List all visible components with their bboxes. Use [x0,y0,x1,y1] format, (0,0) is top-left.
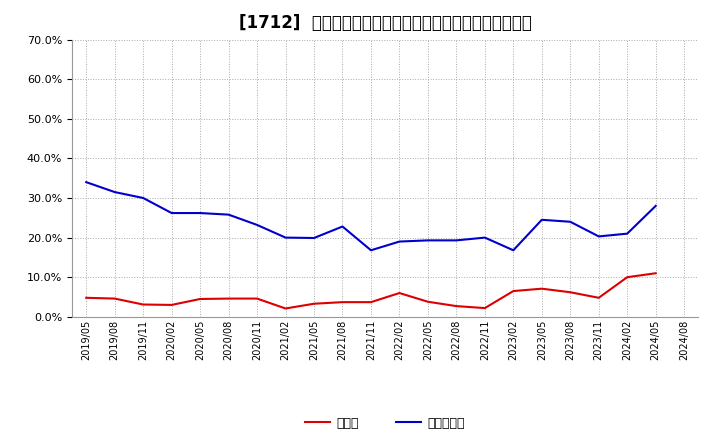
有利子負債 [167,210,176,216]
有利子負債 [253,222,261,227]
有利子負債 [595,234,603,239]
現預金 [366,300,375,305]
現預金 [395,290,404,296]
有利子負債 [310,235,318,241]
有利子負債 [480,235,489,240]
Legend: 現預金, 有利子負債: 現預金, 有利子負債 [300,412,470,435]
有利子負債 [196,210,204,216]
現預金 [595,295,603,301]
Title: [1712]  現預金、有利子負債の総資産に対する比率の推移: [1712] 現預金、有利子負債の総資産に対する比率の推移 [239,15,531,33]
現預金 [652,271,660,276]
現預金 [110,296,119,301]
Line: 有利子負債: 有利子負債 [86,182,656,250]
現預金 [282,306,290,311]
有利子負債 [139,195,148,201]
有利子負債 [423,238,432,243]
現預金 [452,304,461,309]
有利子負債 [623,231,631,236]
現預金 [139,302,148,307]
有利子負債 [537,217,546,222]
有利子負債 [395,239,404,244]
現預金 [82,295,91,301]
有利子負債 [366,248,375,253]
現預金 [225,296,233,301]
現預金 [537,286,546,291]
有利子負債 [110,189,119,194]
現預金 [338,300,347,305]
有利子負債 [82,180,91,185]
有利子負債 [509,248,518,253]
有利子負債 [452,238,461,243]
現預金 [310,301,318,306]
現預金 [423,299,432,304]
現預金 [167,302,176,308]
Line: 現預金: 現預金 [86,273,656,308]
有利子負債 [338,224,347,229]
現預金 [566,290,575,295]
現預金 [509,289,518,294]
有利子負債 [566,219,575,224]
有利子負債 [225,212,233,217]
現預金 [196,297,204,302]
現預金 [253,296,261,301]
現預金 [623,275,631,280]
有利子負債 [652,203,660,209]
有利子負債 [282,235,290,240]
現預金 [480,305,489,311]
